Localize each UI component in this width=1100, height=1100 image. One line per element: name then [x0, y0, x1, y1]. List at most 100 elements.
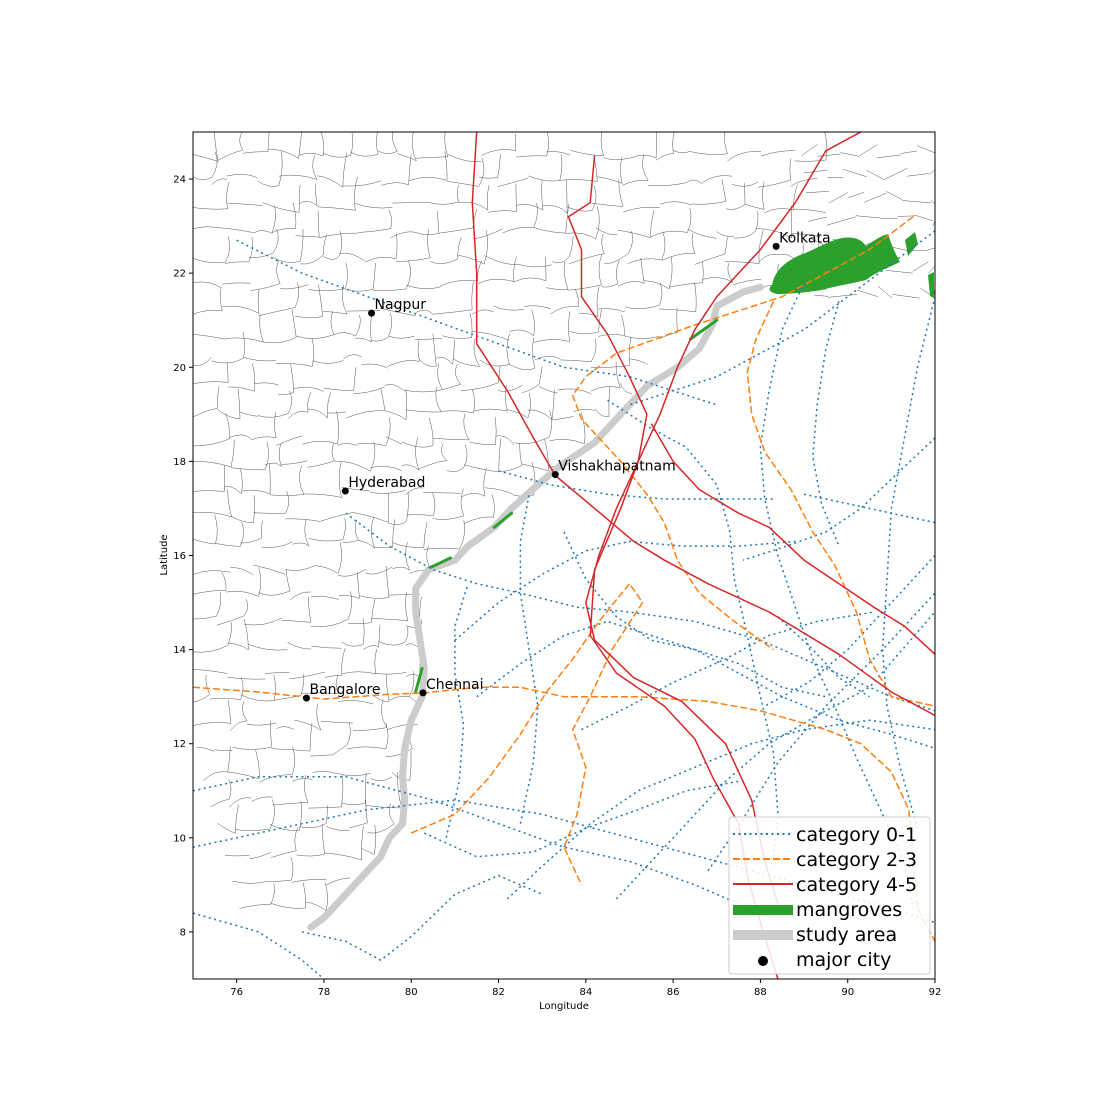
- boundary-line: [907, 173, 929, 177]
- boundary-line: [404, 389, 443, 393]
- boundary-line: [423, 521, 428, 548]
- boundary-line: [240, 677, 244, 700]
- boundary-line: [272, 802, 308, 806]
- boundary-line: [533, 339, 570, 343]
- boundary-line: [495, 435, 515, 446]
- boundary-line: [757, 179, 791, 188]
- boundary-line: [361, 363, 388, 369]
- legend: category 0-1 category 2-3 category 4-5 m…: [728, 816, 931, 975]
- boundary-line: [415, 437, 420, 471]
- boundary-line: [493, 305, 525, 311]
- boundary-line: [557, 388, 592, 395]
- boundary-line: [498, 438, 502, 472]
- track-category-2-3: [193, 686, 935, 942]
- boundary-line: [244, 598, 249, 616]
- boundary-line: [308, 538, 343, 542]
- boundary-line: [568, 311, 571, 342]
- boundary-line: [433, 309, 473, 315]
- boundary-line: [341, 641, 364, 647]
- boundary-line: [357, 572, 360, 599]
- legend-swatch-major-city: [758, 956, 768, 966]
- boundary-line: [409, 671, 415, 697]
- boundary-line: [193, 538, 216, 545]
- x-tick-label: 76: [230, 987, 243, 998]
- boundary-line: [265, 672, 290, 674]
- boundary-line: [299, 801, 302, 831]
- boundary-line: [291, 309, 297, 338]
- boundary-line: [388, 209, 393, 229]
- boundary-line: [300, 254, 324, 265]
- boundary-line: [326, 825, 350, 831]
- boundary-line: [227, 642, 249, 651]
- boundary-line: [538, 366, 543, 385]
- city-label-chennai: Chennai: [426, 677, 483, 693]
- boundary-line: [240, 468, 243, 494]
- mangroves-layer: [414, 232, 934, 694]
- boundary-line: [299, 465, 305, 495]
- boundary-line: [762, 181, 765, 210]
- boundary-line: [299, 228, 304, 262]
- boundary-line: [689, 151, 728, 155]
- y-tick-label: 12: [173, 739, 186, 750]
- boundary-line: [254, 382, 279, 386]
- boundary-line: [454, 364, 461, 385]
- boundary-line: [624, 305, 660, 310]
- boundary-line: [242, 332, 245, 358]
- legend-label-category-2-3: category 2-3: [796, 849, 917, 871]
- boundary-line: [281, 619, 311, 623]
- boundary-line: [314, 565, 339, 574]
- boundary-line: [221, 572, 227, 591]
- mangrove-fragment: [928, 272, 934, 298]
- boundary-line: [542, 205, 568, 214]
- boundary-line: [483, 468, 487, 497]
- boundary-line: [648, 182, 688, 187]
- boundary-line: [387, 360, 420, 367]
- boundary-line: [304, 774, 309, 803]
- boundary-line: [268, 879, 292, 882]
- boundary-line: [478, 157, 485, 187]
- coastal-mangrove: [492, 511, 514, 529]
- boundary-line: [275, 363, 313, 367]
- boundary-line: [307, 806, 342, 809]
- boundary-line: [262, 202, 300, 213]
- boundary-line: [259, 314, 264, 343]
- boundary-line: [231, 516, 254, 524]
- boundary-line: [758, 230, 764, 264]
- boundary-line: [380, 388, 386, 411]
- boundary-line: [239, 904, 271, 909]
- boundary-line: [342, 518, 346, 540]
- boundary-line: [385, 748, 413, 757]
- boundary-line: [441, 443, 448, 461]
- boundary-line: [551, 256, 570, 264]
- boundary-line: [883, 167, 908, 180]
- boundary-line: [930, 199, 935, 205]
- boundary-line: [549, 410, 552, 437]
- boundary-line: [495, 417, 497, 445]
- boundary-line: [299, 823, 327, 829]
- boundary-line: [460, 488, 465, 516]
- boundary-line: [343, 354, 362, 359]
- boundary-line: [323, 255, 340, 260]
- boundary-line: [243, 619, 249, 650]
- boundary-line: [307, 460, 335, 468]
- boundary-line: [285, 565, 315, 571]
- boundary-line: [307, 408, 329, 419]
- boundary-line: [270, 883, 275, 905]
- boundary-line: [484, 487, 514, 495]
- cities-layer: Kolkata Nagpur Vishakhapatnam Hyderabad Chen…: [302, 230, 831, 702]
- boundary-line: [527, 409, 553, 420]
- boundary-line: [193, 176, 212, 180]
- track-category-0-1: [759, 282, 914, 909]
- boundary-line: [418, 460, 447, 470]
- boundary-line: [342, 180, 382, 187]
- boundary-line: [254, 230, 273, 234]
- boundary-line: [463, 516, 494, 524]
- boundary-line: [270, 850, 297, 858]
- boundary-line: [392, 519, 396, 548]
- boundary-line: [622, 206, 661, 213]
- boundary-line: [253, 512, 286, 514]
- boundary-line: [406, 514, 434, 517]
- boundary-line: [668, 256, 673, 289]
- track-category-0-1: [803, 493, 935, 524]
- boundary-line: [578, 313, 599, 317]
